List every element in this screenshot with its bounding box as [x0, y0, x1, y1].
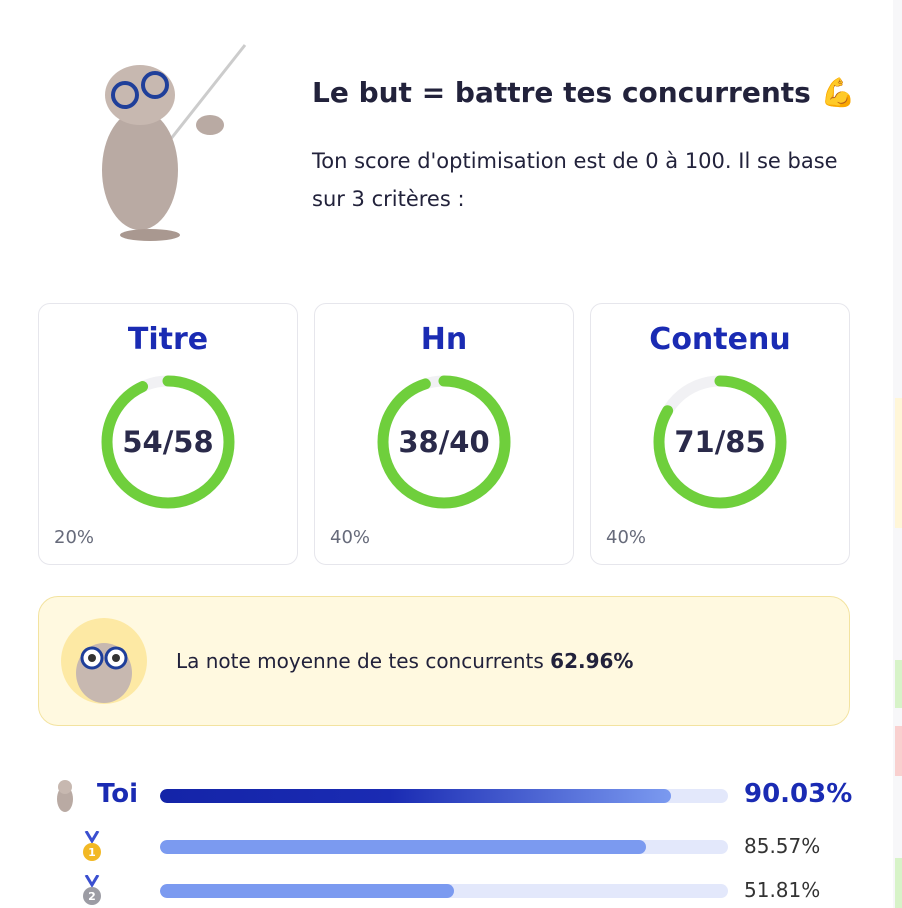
card-title: Titre: [127, 322, 209, 357]
header-title: Le but = battre tes concurrents 💪: [312, 76, 856, 109]
rank-score: 85.57%: [744, 834, 821, 858]
progress-track: [160, 840, 728, 854]
rank-score: 90.03%: [744, 779, 853, 809]
side-panel-cell: [895, 726, 902, 776]
side-panel-box: [895, 398, 902, 528]
ring-progress: [377, 375, 511, 509]
progress-track: [160, 789, 728, 803]
progress-fill: [160, 884, 455, 898]
side-panel-cell: [895, 660, 902, 708]
otter-icon: [57, 780, 73, 812]
progress-fill: [160, 840, 647, 854]
score-card: Contenu 71/85 40%: [590, 303, 850, 565]
progress-track: [160, 884, 728, 898]
score-ring: 38/40: [377, 375, 511, 509]
medal-disc: [83, 843, 101, 861]
score-card: Titre 54/58 20%: [38, 303, 298, 565]
avatar: [61, 618, 147, 704]
score-ring: 54/58: [101, 375, 235, 509]
medal: 1: [83, 831, 101, 861]
card-weight: 40%: [330, 527, 371, 548]
score-card: Hn 38/40 40%: [314, 303, 574, 565]
card-title: Contenu: [649, 322, 791, 357]
medal-rank: 1: [88, 846, 96, 859]
card-weight: 40%: [606, 527, 647, 548]
ring-progress: [653, 375, 787, 509]
average-value: 62.96%: [550, 649, 634, 673]
average-box: La note moyenne de tes concurrents 62.96…: [38, 596, 850, 726]
progress-fill: [160, 789, 672, 803]
ring-label: 71/85: [674, 425, 765, 459]
average-label: La note moyenne de tes concurrents: [176, 649, 544, 673]
average-text: La note moyenne de tes concurrents 62.96…: [176, 649, 633, 673]
medal-ribbon: [84, 831, 100, 844]
score-ring: 71/85: [653, 375, 787, 509]
otter-illustration: [102, 44, 247, 241]
medal-disc: [83, 887, 101, 905]
medal-rank: 2: [88, 890, 96, 903]
header-description: Ton score d'optimisation est de 0 à 100.…: [312, 149, 838, 211]
rank-score: 51.81%: [744, 878, 821, 902]
otter-head: [58, 780, 72, 794]
ring-progress: [101, 375, 235, 509]
ring-label: 54/58: [122, 425, 213, 459]
ring-label: 38/40: [398, 425, 489, 459]
rank-name: Toi: [97, 779, 139, 809]
card-weight: 20%: [54, 527, 95, 548]
card-title: Hn: [420, 322, 468, 357]
medal-ribbon: [84, 875, 100, 888]
medal: 2: [83, 875, 101, 905]
side-panel-cell: [895, 858, 902, 908]
